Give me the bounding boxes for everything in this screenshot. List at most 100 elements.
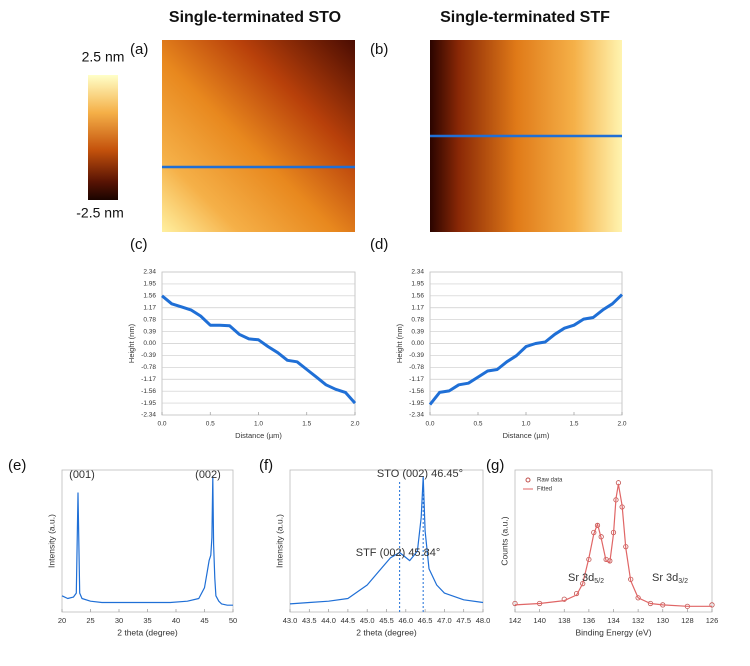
x-tick-label: 142 <box>509 616 522 625</box>
x-axis-title: 2 theta (degree) <box>356 627 417 637</box>
x-tick-label: 44.0 <box>321 616 336 625</box>
x-tick-label: 45.5 <box>379 616 394 625</box>
x-tick-label: 126 <box>706 616 719 625</box>
x-tick-label: 1.5 <box>569 421 578 428</box>
x-tick-label: 44.5 <box>341 616 356 625</box>
y-tick-label: 1.95 <box>411 281 424 288</box>
x-tick-label: 45.0 <box>360 616 375 625</box>
x-tick-label: 1.0 <box>521 421 530 428</box>
y-tick-label: -1.17 <box>409 376 424 383</box>
x-tick-label: 0.5 <box>473 421 482 428</box>
x-tick-label: 43.0 <box>283 616 298 625</box>
y-tick-label: 0.78 <box>143 316 156 323</box>
data-line <box>289 476 484 605</box>
panel-label: (a) <box>130 41 148 58</box>
x-tick-label: 136 <box>583 616 596 625</box>
data-line <box>161 294 357 405</box>
y-axis-title: Intensity (a.u.) <box>46 514 56 568</box>
y-tick-label: 0.00 <box>411 340 424 347</box>
y-tick-label: -2.34 <box>409 412 424 419</box>
annotation: STO (002) 46.45° <box>377 468 463 480</box>
panel-label: (g) <box>486 457 504 474</box>
data-point <box>594 522 601 528</box>
legend-label: Fitted <box>537 487 552 493</box>
legend-marker <box>525 477 531 483</box>
panel-label: (f) <box>259 457 273 474</box>
data-point <box>573 590 580 597</box>
x-tick-label: 134 <box>607 616 620 625</box>
y-tick-label: 1.95 <box>143 281 156 288</box>
x-tick-label: 1.0 <box>254 421 263 428</box>
x-tick-label: 30 <box>115 616 123 625</box>
panel-title: Single-terminated STO <box>169 9 341 26</box>
annotation: (001) <box>69 469 95 481</box>
y-tick-label: -0.39 <box>141 352 156 359</box>
panel-label: (b) <box>370 41 388 58</box>
y-axis-title: Height (nm) <box>127 323 136 363</box>
y-tick-label: 0.00 <box>143 340 156 347</box>
x-tick-label: 45 <box>200 616 208 625</box>
y-tick-label: -0.78 <box>141 364 156 371</box>
y-tick-label: 2.34 <box>411 269 424 276</box>
x-tick-label: 20 <box>58 616 66 625</box>
x-tick-label: 46.0 <box>398 616 413 625</box>
x-tick-label: 50 <box>229 616 237 625</box>
x-tick-label: 0.0 <box>157 421 166 428</box>
y-tick-label: 0.39 <box>411 328 424 335</box>
annotation: Sr 3d5/2 <box>568 572 604 585</box>
plot-frame <box>61 469 234 613</box>
data-point <box>709 602 715 608</box>
x-tick-label: 47.0 <box>437 616 452 625</box>
y-tick-label: -1.56 <box>409 388 424 395</box>
x-tick-label: 35 <box>143 616 151 625</box>
data-line <box>61 476 233 606</box>
y-tick-label: -0.39 <box>409 352 424 359</box>
x-tick-label: 2.0 <box>350 421 359 428</box>
y-tick-label: -1.95 <box>141 400 156 407</box>
y-axis-title: Counts (a.u.) <box>499 516 509 565</box>
x-tick-label: 132 <box>632 616 645 625</box>
panel-label: (d) <box>370 236 388 253</box>
y-tick-label: -2.34 <box>141 412 156 419</box>
legend-label: Raw data <box>537 478 563 484</box>
x-tick-label: 1.5 <box>302 421 311 428</box>
x-tick-label: 138 <box>558 616 571 625</box>
colorbar-min: -2.5 nm <box>76 205 123 221</box>
annotation-text: Sr 3d <box>568 572 594 584</box>
afm-image <box>162 40 355 232</box>
x-tick-label: 48.0 <box>476 616 491 625</box>
x-tick-label: 2.0 <box>617 421 626 428</box>
annotation-subscript: 3/2 <box>678 578 688 585</box>
y-axis-title: Intensity (a.u.) <box>274 514 284 568</box>
y-tick-label: -0.78 <box>409 364 424 371</box>
x-axis-title: Distance (µm) <box>235 431 282 440</box>
y-tick-label: -1.95 <box>409 400 424 407</box>
x-tick-label: 46.5 <box>418 616 433 625</box>
panel-label: (e) <box>8 457 26 474</box>
panel-label: (c) <box>130 236 148 253</box>
x-axis-title: Binding Energy (eV) <box>575 627 651 637</box>
annotation: STF (002) 45.84° <box>356 547 441 559</box>
x-tick-label: 130 <box>656 616 669 625</box>
colorbar-max: 2.5 nm <box>82 49 125 65</box>
y-tick-label: -1.17 <box>141 376 156 383</box>
y-tick-label: 1.17 <box>143 304 156 311</box>
y-tick-label: 0.78 <box>411 316 424 323</box>
y-tick-label: 1.17 <box>411 304 424 311</box>
colorbar <box>88 75 118 200</box>
x-tick-label: 25 <box>86 616 94 625</box>
y-tick-label: 0.39 <box>143 328 156 335</box>
x-tick-label: 43.5 <box>302 616 317 625</box>
x-tick-label: 140 <box>533 616 546 625</box>
x-axis-title: 2 theta (degree) <box>117 627 178 637</box>
x-tick-label: 0.5 <box>206 421 215 428</box>
y-tick-label: 1.56 <box>143 293 156 300</box>
x-axis-title: Distance (µm) <box>503 431 550 440</box>
data-point <box>512 600 518 607</box>
x-tick-label: 0.0 <box>425 421 434 428</box>
y-axis-title: Height (nm) <box>395 323 404 363</box>
plot-frame <box>289 469 484 613</box>
annotation: Sr 3d3/2 <box>652 572 688 585</box>
x-tick-label: 40 <box>172 616 180 625</box>
